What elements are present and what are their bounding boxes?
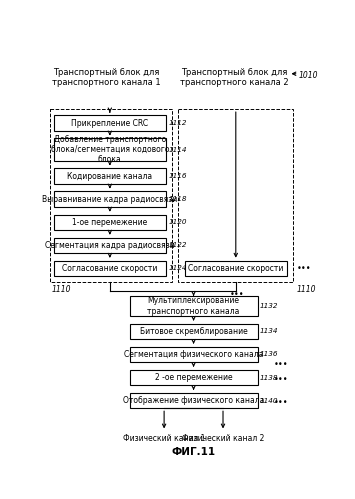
Text: Сегментация кадра радиосвязи: Сегментация кадра радиосвязи (45, 241, 175, 250)
Text: 1112: 1112 (168, 120, 187, 126)
Text: Физический канал 2: Физический канал 2 (182, 434, 264, 443)
Bar (50, 109, 172, 282)
Text: Согласование скорости: Согласование скорости (62, 264, 158, 273)
Text: ФИГ.11: ФИГ.11 (171, 447, 215, 457)
Text: 1120: 1120 (168, 219, 187, 225)
Bar (130, 324, 257, 339)
Bar (54, 192, 166, 207)
Bar (130, 347, 257, 362)
Bar (130, 370, 257, 385)
Bar (54, 215, 166, 230)
Text: 1134: 1134 (260, 328, 278, 334)
Text: Физический канал 1: Физический канал 1 (123, 434, 205, 443)
Text: 1116: 1116 (168, 173, 187, 179)
Bar (54, 238, 166, 253)
Bar (179, 109, 293, 282)
Text: Битовое скремблирование: Битовое скремблирование (140, 327, 247, 336)
Text: 1110: 1110 (51, 285, 71, 294)
Text: 1124: 1124 (168, 265, 187, 271)
Text: 1136: 1136 (260, 351, 278, 357)
Text: Выравнивание кадра радиосвязи: Выравнивание кадра радиосвязи (42, 195, 178, 204)
Bar (54, 260, 166, 276)
Text: 1140: 1140 (260, 398, 278, 404)
Bar (54, 138, 166, 161)
Bar (130, 296, 257, 316)
Text: 1-ое перемежение: 1-ое перемежение (72, 218, 147, 227)
Text: •••: ••• (274, 398, 288, 407)
Text: Сегментация физического канала: Сегментация физического канала (124, 350, 263, 359)
Text: Транспортный блок для
транспортного канала 2: Транспортный блок для транспортного кана… (180, 67, 289, 87)
Text: •••: ••• (297, 264, 312, 273)
Text: Прикрепление CRC: Прикрепление CRC (71, 118, 148, 128)
Text: 1118: 1118 (168, 196, 187, 202)
Text: 1110: 1110 (297, 285, 317, 294)
Text: •••: ••• (274, 375, 288, 384)
Text: Транспортный блок для
транспортного канала 1: Транспортный блок для транспортного кана… (52, 67, 161, 87)
Text: Кодирование канала: Кодирование канала (67, 172, 152, 181)
Text: 1010: 1010 (299, 71, 318, 80)
Text: Согласование скорости: Согласование скорости (188, 264, 284, 273)
Text: •••: ••• (230, 290, 244, 299)
Bar (130, 393, 257, 408)
Bar (54, 168, 166, 184)
Bar (185, 260, 287, 276)
Text: 1138: 1138 (260, 375, 278, 381)
Text: Добавление транспортного
блока/сегментация кодового
блока: Добавление транспортного блока/сегментац… (51, 135, 169, 165)
Text: 1132: 1132 (260, 303, 278, 309)
Text: 1114: 1114 (168, 147, 187, 153)
Text: 2 -ое перемежение: 2 -ое перемежение (155, 373, 233, 382)
Text: Отображение физического канала: Отображение физического канала (123, 396, 264, 405)
Text: •••: ••• (274, 360, 288, 369)
Text: 1122: 1122 (168, 243, 187, 249)
Text: Мультиплексирование
транспортного канала: Мультиплексирование транспортного канала (147, 296, 240, 316)
Bar (54, 115, 166, 131)
